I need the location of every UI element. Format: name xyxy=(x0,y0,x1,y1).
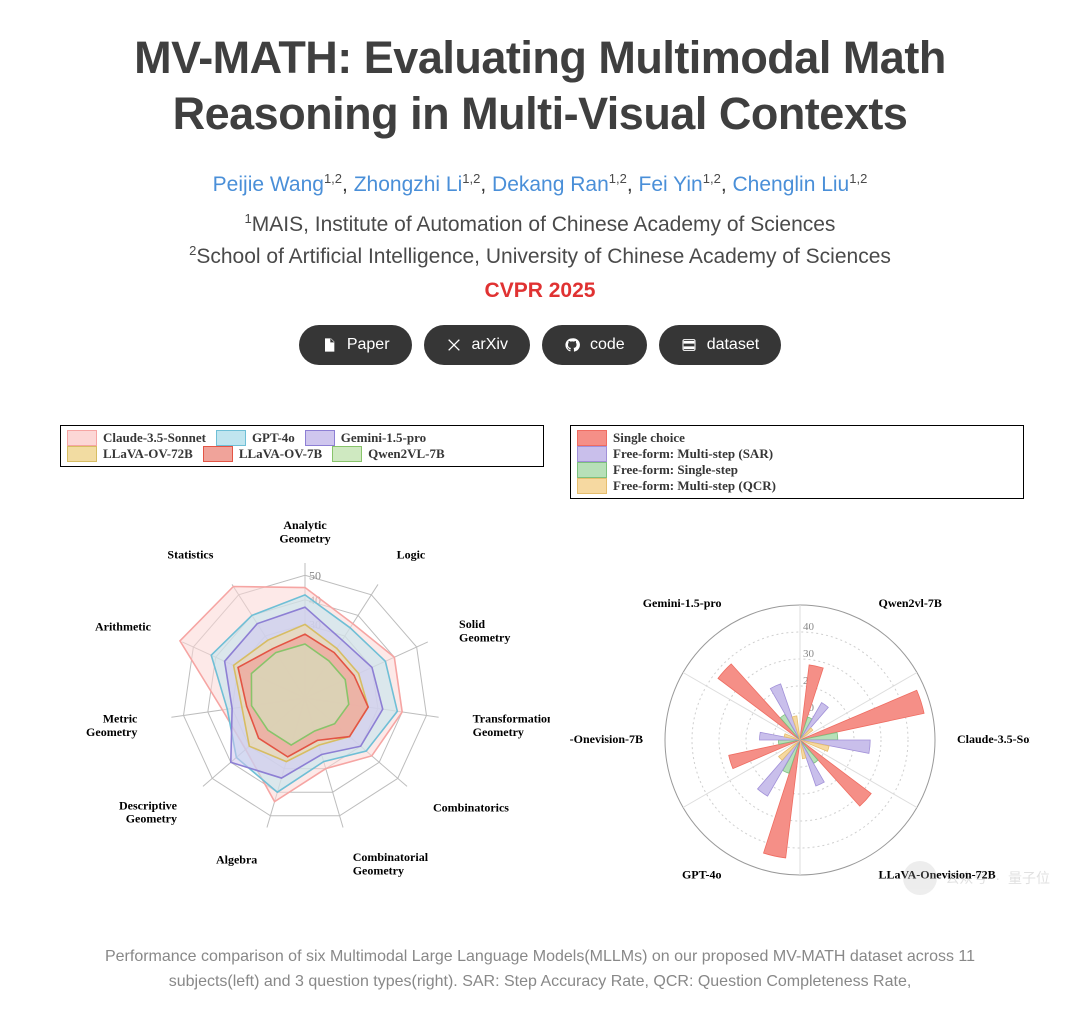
radar-chart: Claude-3.5-SonnetGPT-4oGemini-1.5-proLLa… xyxy=(60,425,550,920)
svg-text:TransformationGeometry: TransformationGeometry xyxy=(473,711,550,738)
svg-text:50: 50 xyxy=(309,568,321,582)
svg-text:AnalyticGeometry: AnalyticGeometry xyxy=(279,517,330,544)
code-button[interactable]: code xyxy=(542,325,647,365)
legend-item: LLaVA-OV-72B xyxy=(67,446,193,462)
legend-item: Claude-3.5-Sonnet xyxy=(67,430,206,446)
svg-text:Claude-3.5-Sonnet: Claude-3.5-Sonnet xyxy=(957,731,1030,745)
svg-text:Gemini-1.5-pro: Gemini-1.5-pro xyxy=(643,595,722,609)
svg-text:Arithmetic: Arithmetic xyxy=(95,619,152,633)
svg-text:MetricGeometry: MetricGeometry xyxy=(86,711,138,738)
figure-caption: Performance comparison of six Multimodal… xyxy=(60,944,1020,995)
svg-text:Algebra: Algebra xyxy=(216,852,257,866)
svg-text:30: 30 xyxy=(803,648,815,660)
legend-item: Free-form: Multi-step (SAR) xyxy=(577,446,788,462)
legend-item: Qwen2VL-7B xyxy=(332,446,445,462)
paper-button[interactable]: Paper xyxy=(299,325,412,365)
svg-text:40: 40 xyxy=(803,621,815,633)
legend-item: Free-form: Multi-step (QCR) xyxy=(577,478,788,494)
author-link[interactable]: Peijie Wang xyxy=(213,173,324,196)
affiliation: 1MAIS, Institute of Automation of Chines… xyxy=(60,211,1020,237)
svg-text:Combinatorics: Combinatorics xyxy=(433,800,509,814)
svg-text:CombinatorialGeometry: CombinatorialGeometry xyxy=(353,849,429,876)
svg-text:Statistics: Statistics xyxy=(167,547,213,561)
svg-text:GPT-4o: GPT-4o xyxy=(682,867,722,881)
venue-badge: CVPR 2025 xyxy=(60,279,1020,303)
arxiv-button[interactable]: arXiv xyxy=(424,325,530,365)
svg-text:SolidGeometry: SolidGeometry xyxy=(459,616,510,643)
button-label: dataset xyxy=(707,336,759,354)
watermark-account: 量子位 xyxy=(1008,868,1050,888)
button-label: Paper xyxy=(347,336,390,354)
authors-line: Peijie Wang1,2, Zhongzhi Li1,2, Dekang R… xyxy=(60,171,1020,197)
watermark: 公众号 · 量子位 xyxy=(903,861,1050,895)
watermark-avatar xyxy=(903,861,937,895)
dataset-button[interactable]: dataset xyxy=(659,325,781,365)
author-link[interactable]: Fei Yin xyxy=(639,173,703,196)
legend-item: Gemini-1.5-pro xyxy=(305,430,426,446)
svg-text:LLaVA-Onevision-7B: LLaVA-Onevision-7B xyxy=(570,731,643,745)
legend-item: Free-form: Single-step xyxy=(577,462,788,478)
affiliation: 2School of Artificial Intelligence, Univ… xyxy=(60,243,1020,269)
button-label: arXiv xyxy=(472,336,508,354)
link-buttons-row: Paper arXiv code dataset xyxy=(60,325,1020,365)
author-link[interactable]: Zhongzhi Li xyxy=(354,173,463,196)
svg-text:Logic: Logic xyxy=(397,547,426,561)
author-link[interactable]: Chenglin Liu xyxy=(732,173,849,196)
nightingale-svg: 10203040Qwen2vl-7BClaude-3.5-SonnetLLaVA… xyxy=(570,505,1030,915)
radar-svg: 304050AnalyticGeometryLogicSolidGeometry… xyxy=(60,473,550,883)
nightingale-chart: Single choiceFree-form: Multi-step (SAR)… xyxy=(570,425,1030,920)
svg-text:Qwen2vl-7B: Qwen2vl-7B xyxy=(879,595,942,609)
watermark-platform: 公众号 xyxy=(945,868,987,888)
svg-text:DescriptiveGeometry: DescriptiveGeometry xyxy=(119,798,178,825)
legend-item: LLaVA-OV-7B xyxy=(203,446,322,462)
button-label: code xyxy=(590,336,625,354)
page-title: MV-MATH: Evaluating Multimodal Math Reas… xyxy=(60,30,1020,143)
author-link[interactable]: Dekang Ran xyxy=(492,173,609,196)
legend-item: Single choice xyxy=(577,430,788,446)
legend-item: GPT-4o xyxy=(216,430,295,446)
